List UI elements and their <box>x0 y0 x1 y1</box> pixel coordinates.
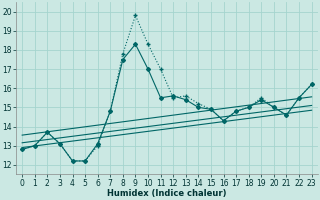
X-axis label: Humidex (Indice chaleur): Humidex (Indice chaleur) <box>107 189 227 198</box>
